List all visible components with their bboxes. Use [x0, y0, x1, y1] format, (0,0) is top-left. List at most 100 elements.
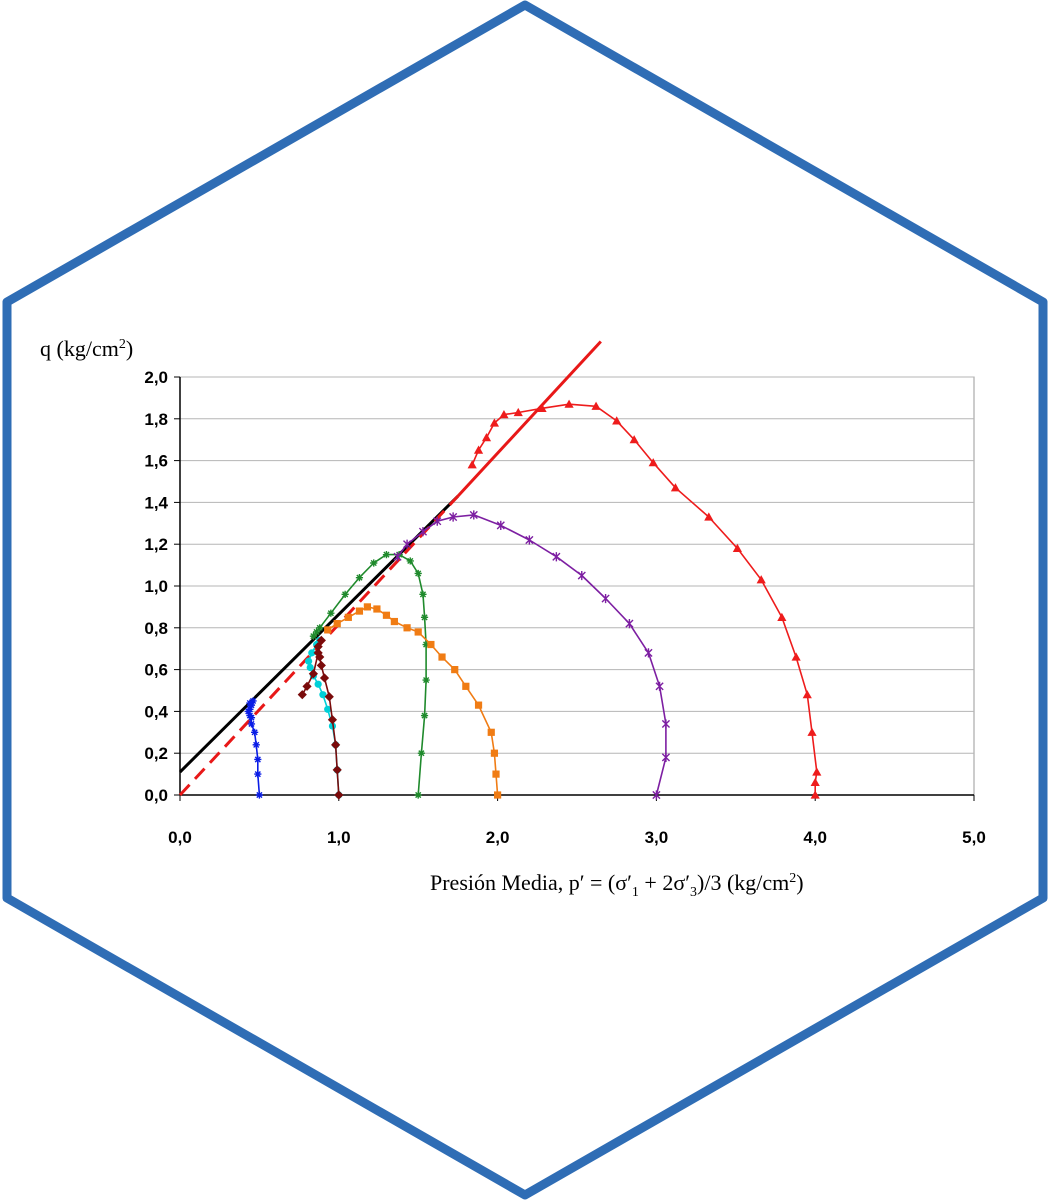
data-point [327, 609, 335, 617]
data-point [473, 445, 484, 454]
x-tick-label: 5,0 [962, 828, 986, 847]
data-point [247, 720, 256, 728]
data-point [490, 749, 499, 757]
y-tick-label: 0,4 [144, 702, 168, 721]
data-point [403, 624, 411, 632]
data-point [467, 460, 477, 469]
data-point [670, 483, 681, 492]
data-point [313, 642, 323, 652]
data-point [254, 755, 262, 764]
data-point [249, 697, 257, 705]
data-point [246, 699, 254, 707]
series-3 [309, 551, 430, 799]
data-point [777, 612, 787, 621]
series-5 [393, 510, 671, 800]
data-point [331, 740, 341, 750]
data-point [807, 727, 817, 736]
data-point [355, 607, 364, 615]
data-point [332, 765, 342, 775]
data-point [334, 790, 344, 800]
data-point [487, 728, 495, 736]
x-tick-label: 2,0 [486, 828, 510, 847]
series-4 [324, 603, 502, 799]
series-2 [297, 635, 344, 800]
data-point [324, 705, 332, 713]
data-point [513, 407, 523, 417]
data-point [422, 676, 430, 684]
data-point [494, 791, 502, 799]
data-point [255, 791, 263, 799]
data-point [316, 624, 324, 632]
data-point [525, 535, 534, 545]
y-tick-label: 1,4 [144, 493, 168, 512]
x-tick-label: 4,0 [803, 828, 827, 847]
data-point [756, 575, 766, 584]
data-point [302, 681, 312, 691]
data-point [802, 690, 812, 699]
y-axis-label: q (kg/cm2) [40, 336, 133, 361]
data-point [324, 692, 334, 702]
data-point [451, 666, 459, 674]
data-point [652, 790, 661, 800]
data-point [496, 520, 505, 530]
data-point [420, 711, 429, 720]
data-point [433, 516, 442, 526]
data-point [438, 653, 446, 661]
y-axis-label-main: q (kg/cm [40, 336, 119, 361]
data-point [308, 669, 318, 679]
data-point [564, 399, 574, 408]
data-point [344, 613, 352, 621]
data-point [316, 660, 326, 671]
data-point [327, 715, 338, 725]
data-point [474, 701, 483, 709]
y-tick-label: 1,8 [144, 410, 168, 429]
data-point [422, 640, 430, 649]
data-point [341, 590, 349, 598]
series-0 [244, 697, 263, 799]
data-point [370, 559, 378, 567]
data-point [247, 714, 256, 722]
x-tick-label: 1,0 [327, 828, 351, 847]
data-point [492, 770, 500, 778]
data-point [373, 605, 381, 613]
data-point [449, 512, 458, 522]
data-point [313, 648, 323, 658]
y-tick-label: 1,6 [144, 452, 168, 471]
data-point [251, 728, 259, 736]
data-point [481, 433, 492, 442]
data-point [469, 510, 478, 520]
data-point [252, 741, 260, 749]
data-point [601, 593, 610, 604]
data-point [319, 691, 327, 699]
data-point [552, 552, 561, 562]
data-point [254, 770, 262, 778]
data-point [402, 539, 412, 549]
data-point [316, 635, 326, 645]
data-point [661, 752, 671, 762]
data-point [648, 458, 658, 467]
y-tick-label: 2,0 [144, 368, 168, 387]
data-point [427, 640, 435, 649]
y-axis-label-end: ) [126, 336, 133, 361]
data-point [297, 690, 307, 700]
data-point [244, 707, 252, 715]
reference-line [456, 340, 602, 498]
data-point [324, 626, 332, 634]
y-tick-label: 0,2 [144, 744, 168, 763]
x-tick-label: 0,0 [168, 828, 192, 847]
series-6 [467, 399, 822, 799]
data-point [319, 673, 330, 683]
data-point [414, 569, 422, 578]
tick-labels: 0,0 0,2 0,4 0,6 0,8 1,0 1,2 1,4 1,6 1,8 2,0 0,0 1,0 2… [144, 368, 985, 847]
data-point [419, 590, 427, 598]
data-point [382, 611, 391, 619]
data-point [489, 418, 500, 427]
gridlines [180, 376, 974, 754]
data-point [420, 613, 429, 621]
data-point [309, 632, 317, 640]
data-point [591, 401, 601, 410]
data-point [414, 791, 422, 799]
data-point [704, 512, 714, 521]
data-point [661, 719, 671, 729]
